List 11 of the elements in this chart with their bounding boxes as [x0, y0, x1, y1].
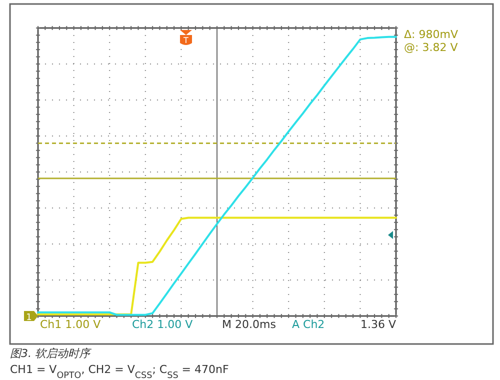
text: Δ: 980mV: [404, 28, 458, 41]
caption: 图3. 软启动时序: [10, 347, 92, 360]
annotation: T: [182, 36, 189, 45]
text: 1.36 V: [360, 318, 396, 331]
text: Ch2 1.00 V: [132, 318, 194, 331]
text: 1: [26, 313, 32, 323]
text: A Ch2: [292, 318, 325, 331]
text: @: 3.82 V: [404, 41, 458, 54]
text: M 20.0ms: [222, 318, 276, 331]
text: CH1 = V$_{OPTO}$, CH2 = V$_{CSS}$; C$_{SS}$ = 470nF: [10, 363, 229, 380]
text: Ch1 1.00 V: [40, 318, 102, 331]
